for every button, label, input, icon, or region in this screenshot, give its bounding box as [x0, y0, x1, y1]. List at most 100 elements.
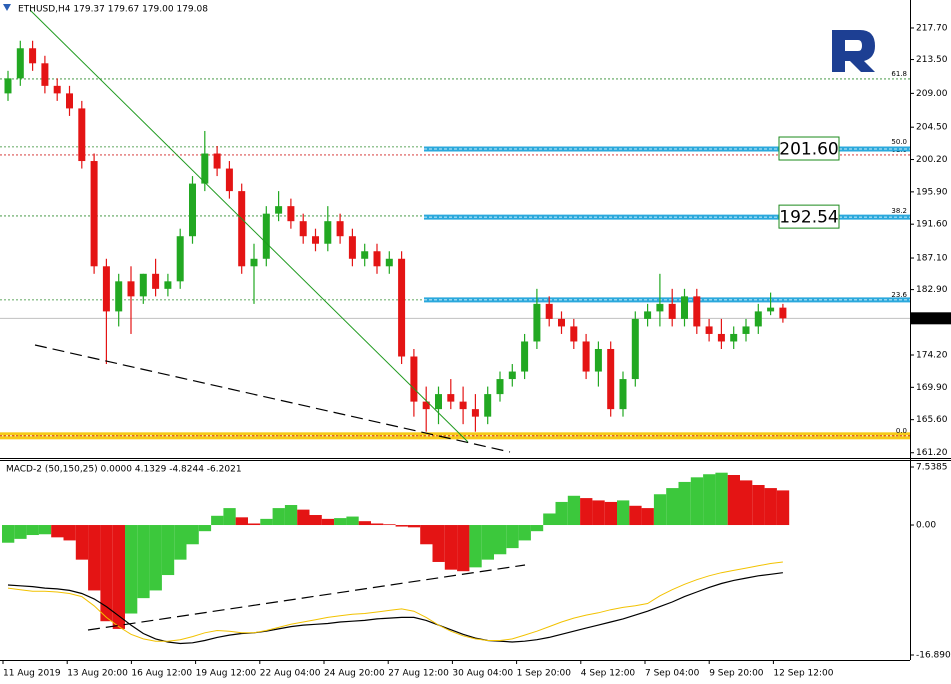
candle-body — [398, 258, 406, 357]
candle-body — [656, 303, 664, 312]
histogram-bar — [530, 525, 544, 532]
y-tick-label: 217.70 — [916, 23, 948, 33]
candle-body — [681, 296, 688, 319]
histogram-bar — [198, 525, 212, 532]
histogram-bar — [727, 475, 740, 526]
level-label: 201.60 — [779, 140, 838, 160]
current-price-box — [911, 312, 951, 325]
histogram-bar — [235, 517, 248, 526]
candle-body — [287, 206, 295, 222]
candle-body — [213, 153, 221, 169]
x-tick-label: 22 Aug 04:00 — [260, 669, 321, 679]
candle-body — [275, 206, 283, 214]
histogram-bar — [112, 525, 125, 629]
candle-body — [435, 394, 442, 410]
candle-body — [521, 341, 529, 372]
candle-body — [471, 409, 479, 417]
histogram-bar — [272, 508, 285, 526]
candle-body — [558, 318, 565, 327]
histogram-bar — [297, 509, 310, 526]
histogram-bar — [543, 513, 556, 526]
histogram-bar — [125, 525, 138, 614]
histogram-bar — [678, 481, 691, 526]
fib-label: 23.6 — [891, 291, 907, 299]
trend-line — [29, 9, 469, 443]
candle-body — [570, 326, 578, 342]
histogram-bar — [223, 508, 236, 526]
candle-body — [115, 281, 123, 312]
fib-label: 38.2 — [891, 207, 907, 215]
histogram-bar — [481, 525, 494, 560]
histogram-bar — [752, 485, 765, 526]
candle-body — [238, 191, 246, 267]
y-tick-label: 174.20 — [916, 351, 948, 361]
candle-body — [631, 318, 639, 380]
histogram-bar — [518, 525, 531, 541]
candle-body — [594, 348, 602, 372]
candle-body — [312, 236, 319, 244]
candle-body — [742, 326, 750, 334]
histogram-bar — [703, 474, 716, 526]
candle-body — [459, 401, 467, 410]
candle-body — [779, 307, 787, 319]
histogram-bar — [617, 500, 630, 526]
histogram-bar — [260, 518, 273, 526]
histogram-bar — [75, 525, 89, 560]
trend-line-dashed — [34, 344, 511, 453]
histogram-bar — [457, 525, 470, 572]
candle-body — [545, 303, 553, 319]
y-tick-label: 169.90 — [916, 383, 948, 393]
histogram-bar — [690, 477, 704, 526]
y-tick-label: 161.20 — [916, 448, 948, 458]
candle-body — [668, 303, 676, 319]
histogram-bar — [469, 525, 482, 568]
level-label: 192.54 — [779, 208, 838, 228]
histogram-bar — [444, 525, 458, 570]
candle-body — [78, 108, 86, 162]
symbol-icon — [3, 4, 11, 11]
histogram-bar — [420, 525, 433, 545]
histogram-bar — [666, 488, 679, 526]
histogram-bar — [284, 505, 298, 526]
histogram-bar — [715, 472, 728, 526]
histogram-bar — [604, 501, 617, 526]
fib-label: 0.0 — [896, 427, 907, 435]
candle-body — [361, 251, 369, 259]
histogram-bar — [580, 498, 593, 526]
x-tick-label: 12 Sep 12:00 — [773, 669, 833, 679]
candle-body — [336, 221, 344, 237]
candle-body — [705, 326, 713, 334]
x-tick-label: 19 Aug 12:00 — [196, 669, 257, 679]
candle-body — [422, 401, 430, 410]
candle-body — [730, 333, 738, 342]
histogram-bar — [346, 516, 359, 526]
candle-body — [139, 273, 147, 297]
candle-body — [496, 379, 504, 395]
candle-body — [127, 281, 135, 297]
histogram-bar — [149, 525, 162, 591]
x-tick-label: 1 Sep 20:00 — [517, 669, 572, 679]
histogram-bar — [334, 518, 347, 526]
y-tick-label: 191.60 — [916, 220, 948, 230]
y-tick-label: 182.90 — [916, 285, 948, 295]
histogram-bar — [63, 525, 76, 541]
candle-body — [4, 78, 12, 94]
level-label-box — [778, 204, 840, 229]
histogram-bar — [100, 525, 113, 622]
x-tick-label: 11 Aug 2019 — [3, 669, 61, 679]
y-tick-label: -16.8901 — [916, 650, 951, 660]
histogram-bar — [432, 525, 445, 562]
x-tick-label: 16 Aug 12:00 — [131, 669, 192, 679]
level-label-box — [778, 136, 840, 161]
histogram-bar — [38, 525, 52, 535]
histogram-bar — [321, 518, 335, 526]
candle-body — [484, 394, 492, 417]
logo — [832, 30, 875, 72]
histogram-bar — [174, 525, 187, 560]
histogram-bar — [211, 515, 224, 526]
logo-mark — [832, 30, 875, 72]
histogram-bar — [592, 500, 605, 526]
y-tick-label: 0.00 — [916, 521, 936, 531]
